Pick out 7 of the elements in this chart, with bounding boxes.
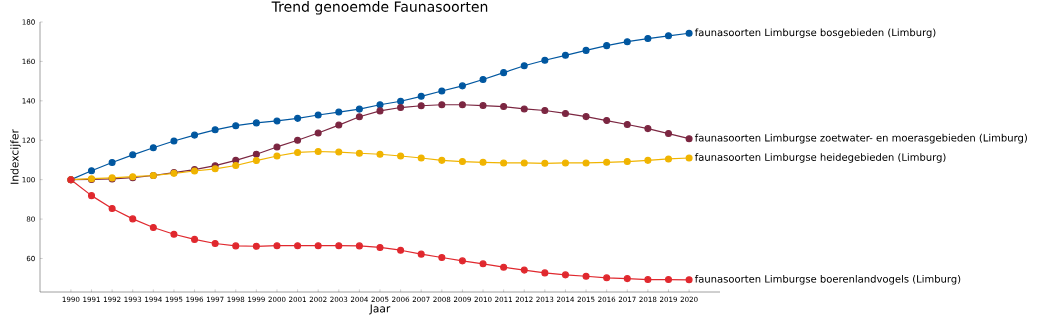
x-axis-title: Jaar	[369, 304, 391, 315]
chart-title: Trend genoemde Faunasoorten	[271, 1, 488, 15]
series-label: faunasoorten Limburgse zoetwater- en moerasgebieden (Limburg)	[694, 133, 1027, 144]
series-label: faunasoorten Limburgse heidegebieden (Limburg)	[694, 153, 946, 163]
y-axis-title: Indexcijfer	[10, 129, 21, 184]
series-label: faunasoorten Limburgse boerenlandvogels (Limburg)	[694, 274, 961, 285]
series-label: faunasoorten Limburgse bosgebieden (Limburg)	[694, 28, 936, 39]
